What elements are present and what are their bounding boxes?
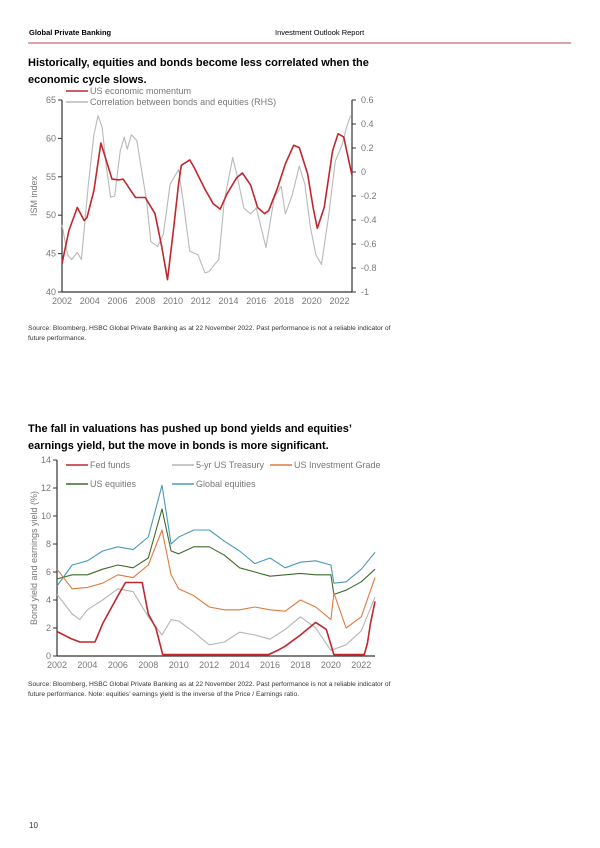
header-brand: Global Private Banking [29,28,112,37]
x-tick-label: 2010 [163,296,183,306]
legend-label: Global equities [196,479,256,489]
y-tick-label: 55 [46,172,56,182]
y2-tick-label: -0.6 [361,239,377,249]
x-tick-label: 2012 [199,660,219,670]
y2-tick-label: -0.4 [361,215,377,225]
y-tick-label: 4 [46,595,51,605]
y-axis-label: ISM index [29,175,39,216]
x-tick-label: 2016 [260,660,280,670]
chart2-yields: 0 2 4 6 8 10 12 14 2002 2004 2006 2008 2010 2012 2014 2… [29,455,381,670]
x-tick-label: 2012 [191,296,211,306]
legend-label: Correlation between bonds and equities (… [90,97,276,107]
chart1-title: Historically, equities and bonds become … [28,57,369,86]
y2-tick-label: 0 [361,167,366,177]
x-tick-label: 2020 [302,296,322,306]
y-axis-label: Bond yield and earnings yield (%) [29,491,39,625]
x-tick-label: 2022 [329,296,349,306]
y2-tick-label: 0.2 [361,143,374,153]
series-line-global-equities [56,484,376,587]
y-tick-label: 2 [46,623,51,633]
y-tick-label: 60 [46,133,56,143]
chart1-ism-vs-correlation: 40 45 50 55 60 65 -1 -0.8 -0.6 -0.4 -0.2 0 0.2 0.4 0.6… [29,86,377,306]
y-tick-label: 12 [41,483,51,493]
x-tick-label: 2014 [230,660,250,670]
series-line-us-investment-grade [56,529,376,629]
y-tick-label: 8 [46,539,51,549]
x-tick-label: 2006 [107,296,127,306]
x-tick-label: 2004 [80,296,100,306]
y2-tick-label: 0.4 [361,119,374,129]
y2-tick-label: -0.2 [361,191,377,201]
x-tick-label: 2022 [351,660,371,670]
x-tick-label: 2002 [52,296,72,306]
legend-label: US economic momentum [90,86,191,96]
x-tick-label: 2006 [108,660,128,670]
y-tick-label: 40 [46,287,56,297]
header-divider [28,42,571,44]
chart1-source: Source: Bloomberg, HSBC Global Private B… [28,325,391,342]
x-tick-label: 2014 [218,296,238,306]
page-number: 10 [29,821,38,830]
y-tick-label: 65 [46,95,56,105]
series-line-5-yr-us-treasury [56,588,376,651]
y-tick-label: 50 [46,210,56,220]
x-tick-label: 2020 [321,660,341,670]
chart2-source: Source: Bloomberg, HSBC Global Private B… [28,681,391,698]
x-tick-label: 2016 [246,296,266,306]
legend-label: US Investment Grade [294,460,381,470]
x-tick-label: 2004 [77,660,97,670]
x-tick-label: 2018 [274,296,294,306]
y2-tick-label: -1 [361,287,369,297]
x-tick-label: 2010 [169,660,189,670]
chart2-title: The fall in valuations has pushed up bon… [28,423,352,452]
x-tick-label: 2002 [47,660,67,670]
y-tick-label: 6 [46,567,51,577]
y2-tick-label: 0.6 [361,95,374,105]
series-line-us-economic-momentum [61,133,353,281]
legend-label: Fed funds [90,460,131,470]
y-tick-label: 14 [41,455,51,465]
y-tick-label: 0 [46,651,51,661]
series-line-us-equities [56,508,376,595]
y-tick-label: 45 [46,249,56,259]
x-tick-label: 2018 [290,660,310,670]
y2-tick-label: -0.8 [361,263,377,273]
header-report-title: Investment Outlook Report [275,28,365,37]
x-tick-label: 2008 [138,660,158,670]
series-line-fed-funds [56,581,376,656]
y-tick-label: 10 [41,511,51,521]
legend-label: 5-yr US Treasury [196,460,265,470]
x-tick-label: 2008 [135,296,155,306]
legend-label: US equities [90,479,137,489]
